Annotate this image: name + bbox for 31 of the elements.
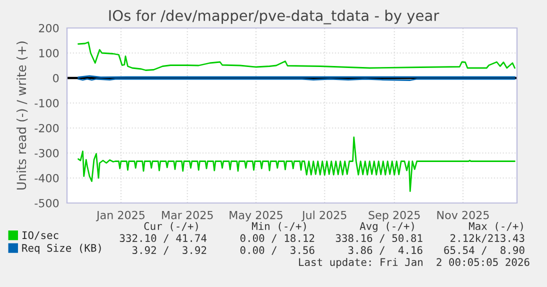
text: 3.86 / 4.16: [348, 246, 422, 255]
text: Avg (-/+): [360, 222, 414, 232]
y-tick-label: -300: [34, 148, 59, 158]
x-tick-label: Jan 2025: [96, 210, 144, 222]
y-tick-label: -200: [34, 124, 59, 132]
legend-label: Req Size (KB): [22, 244, 101, 254]
text: 65.54 / 8.90: [444, 246, 524, 255]
text: 3.92 / 3.92: [132, 246, 206, 255]
text: 0.00 / 3.56: [240, 246, 314, 255]
y-tick-label: -500: [34, 198, 59, 208]
text: 338.16 / 50.81: [336, 234, 422, 243]
y-axis-title: Units read (-) / write (+): [16, 42, 28, 190]
x-tick-label: Nov 2025: [437, 210, 489, 220]
y-tick-label: 0: [53, 74, 59, 82]
y-tick-label: 200: [38, 24, 59, 32]
x-tick-label: Sep 2025: [368, 210, 420, 222]
chart-title: IOs for /dev/mapper/pve-data_tdata - by year: [109, 10, 440, 24]
text: 332.10 / 41.74: [120, 234, 207, 243]
legend-label: IO/sec: [22, 231, 58, 240]
text: Cur (-/+): [144, 222, 198, 232]
x-tick-label: May 2025: [230, 210, 282, 222]
y-tick-label: -400: [34, 174, 59, 182]
x-tick-label: Jul 2025: [301, 210, 346, 222]
text: Max (-/+): [468, 222, 523, 232]
y-tick-label: 100: [39, 48, 59, 58]
text: 2.12k/213.43: [450, 234, 524, 243]
text: Min (-/+): [252, 222, 306, 232]
text: 0.00 / 18.12: [240, 234, 314, 243]
x-tick-label: Mar 2025: [162, 210, 213, 220]
y-tick-label: -100: [34, 98, 59, 108]
text: Last update: Fri Jan 2 00:05:05 2026: [299, 258, 530, 268]
